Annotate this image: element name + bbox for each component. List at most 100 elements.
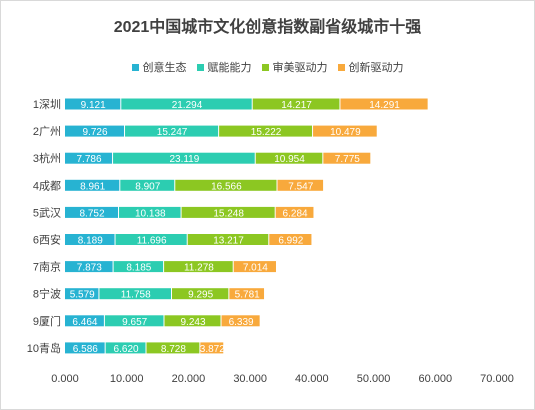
data-label: 7.873: [77, 263, 102, 274]
bar-segment: [313, 125, 377, 137]
data-label: 7.547: [288, 181, 313, 192]
bar-segment: [65, 261, 113, 273]
data-label: 10.479: [330, 127, 361, 138]
bar-segment: [146, 342, 200, 354]
data-label: 8.728: [161, 344, 186, 355]
bar-segment: [221, 315, 260, 327]
data-label: 5.781: [235, 290, 260, 301]
category-label: 4成都: [33, 179, 61, 192]
x-tick-label: 10.000: [110, 373, 144, 385]
bar-segment: [275, 206, 314, 218]
legend-swatch: [131, 63, 139, 71]
legend-swatch: [196, 63, 204, 71]
bar-segment: [99, 288, 171, 300]
x-tick-label: 60.000: [418, 373, 452, 385]
bar-segment: [323, 152, 371, 164]
data-label: 14.217: [281, 100, 312, 111]
data-label: 11.278: [184, 263, 214, 274]
category-label: 8宁波: [33, 287, 61, 301]
data-label: 15.247: [157, 127, 188, 138]
data-label: 5.579: [70, 290, 95, 301]
data-label: 7.786: [77, 154, 102, 165]
category-label: 3杭州: [33, 151, 61, 165]
bar-segment: [219, 125, 313, 137]
bar-segment: [65, 342, 105, 354]
x-tick-label: 0.000: [51, 373, 79, 385]
data-label: 6.339: [229, 317, 254, 328]
bar-segment: [233, 261, 276, 273]
data-label: 7.775: [335, 154, 360, 165]
data-label: 15.248: [213, 208, 244, 219]
data-label: 9.657: [122, 317, 147, 328]
legend-swatch: [261, 63, 269, 71]
data-label: 8.752: [79, 208, 104, 219]
category-label: 9厦门: [33, 314, 61, 328]
category-label: 2广州: [33, 125, 61, 138]
data-label: 10.954: [274, 154, 305, 165]
bar-segment: [65, 288, 99, 300]
data-label: 16.566: [211, 181, 242, 192]
category-label: 7南京: [33, 260, 61, 274]
data-label: 6.620: [114, 344, 139, 355]
data-label: 6.464: [72, 317, 97, 328]
data-label: 6.992: [278, 236, 303, 247]
bar-segment: [65, 98, 121, 110]
legend-item-3: 创新驱动力: [337, 59, 404, 75]
data-label: 23.119: [169, 154, 199, 165]
data-label: 10.138: [135, 208, 166, 219]
category-label: 5武汉: [33, 206, 61, 219]
data-label: 3.872: [200, 344, 225, 355]
bar-segment: [105, 342, 146, 354]
chart-legend: 创意生态 赋能能力 审美驱动力 创新驱动力: [0, 59, 535, 75]
bar-segment: [65, 179, 120, 191]
data-label: 9.295: [188, 290, 213, 301]
chart-title: 2021中国城市文化创意指数副省级城市十强: [113, 19, 422, 36]
bar-segment: [164, 315, 221, 327]
bar-segment: [164, 261, 233, 273]
legend-item-2: 审美驱动力: [261, 59, 328, 75]
data-label: 6.586: [73, 344, 98, 355]
data-label: 8.189: [78, 236, 103, 247]
bar-segment: [277, 179, 324, 191]
data-label: 7.014: [243, 263, 268, 274]
legend-item-0: 创意生态: [131, 59, 187, 75]
x-tick-label: 30.000: [233, 373, 267, 385]
data-label: 11.696: [137, 236, 167, 247]
bar-segment: [200, 342, 224, 354]
bar-segment: [65, 206, 119, 218]
bar-segment: [121, 98, 252, 110]
data-label: 13.217: [213, 236, 244, 247]
bar-segment: [269, 234, 312, 245]
data-label: 21.294: [172, 100, 203, 111]
bar-segment: [181, 206, 275, 218]
x-tick-label: 40.000: [295, 373, 329, 385]
legend-label: 审美驱动力: [272, 62, 328, 74]
bar-segment: [113, 261, 164, 273]
x-tick-label: 50.000: [357, 373, 391, 385]
bar-segment: [120, 179, 175, 191]
data-label: 9.726: [82, 127, 107, 138]
bar-segment: [65, 315, 104, 327]
x-tick-label: 20.000: [172, 373, 206, 385]
legend-swatch: [337, 63, 345, 71]
data-label: 8.185: [126, 263, 151, 274]
legend-label: 创意生态: [142, 62, 187, 74]
bar-segment: [65, 234, 115, 245]
category-label: 1深圳: [33, 98, 61, 111]
data-label: 6.284: [283, 208, 308, 219]
legend-label: 赋能能力: [207, 62, 252, 74]
data-label: 9.121: [81, 100, 106, 111]
bar-segment: [175, 179, 277, 191]
bar-segment: [171, 288, 229, 300]
legend-label: 创新驱动力: [348, 62, 404, 74]
legend-item-1: 赋能能力: [196, 59, 252, 75]
category-label: 10青岛: [27, 341, 61, 355]
bar-segment: [255, 152, 323, 164]
bar-segment: [252, 98, 340, 110]
x-tick-label: 70.000: [480, 373, 514, 385]
bar-segment: [187, 234, 269, 245]
category-label: 6西安: [33, 233, 61, 247]
bar-segment: [113, 152, 255, 164]
bar-segment: [229, 288, 265, 300]
